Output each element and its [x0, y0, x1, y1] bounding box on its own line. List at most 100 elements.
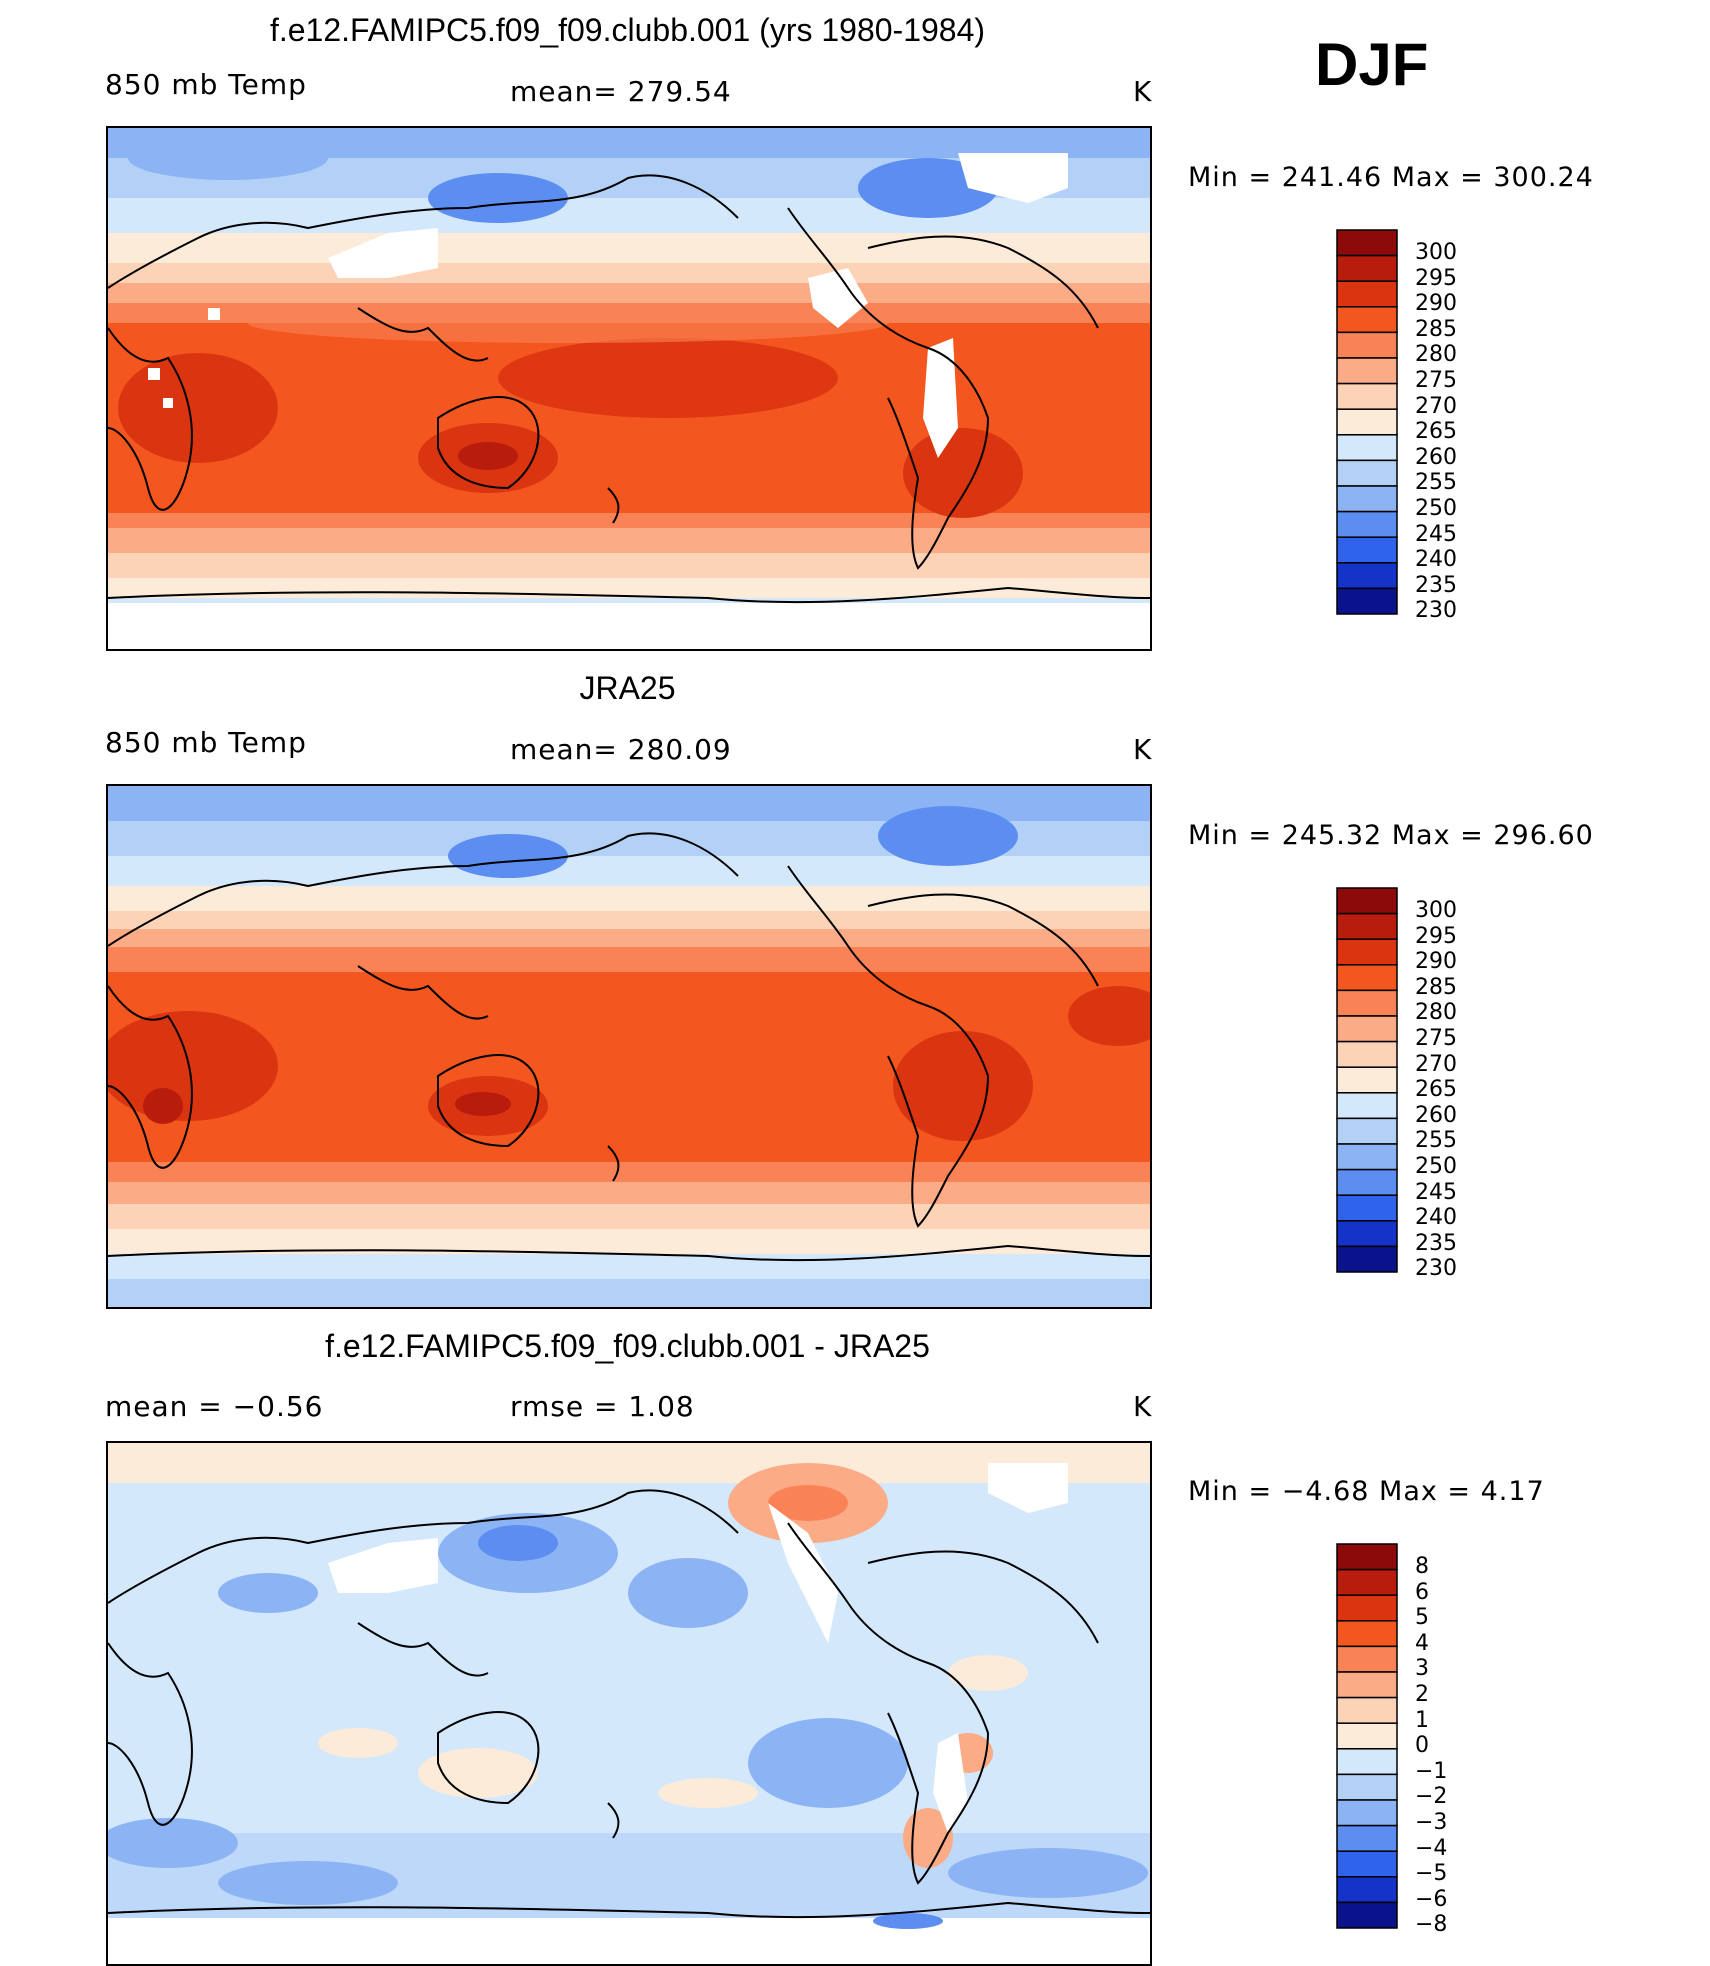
colorbar-swatch	[1336, 1543, 1398, 1571]
colorbar-swatch	[1336, 1824, 1398, 1852]
colorbar-tick-label: 270	[1415, 1051, 1457, 1077]
colorbar-tick-label: 265	[1415, 1077, 1457, 1103]
colorbar-swatch	[1336, 1092, 1398, 1120]
colorbar-swatch	[1336, 1748, 1398, 1776]
colorbar-swatch	[1336, 1850, 1398, 1878]
colorbar-swatch	[1336, 1594, 1398, 1622]
colorbar-tick-label: 230	[1415, 598, 1457, 624]
season-label: DJF	[1315, 31, 1429, 98]
colorbar-swatch	[1336, 1773, 1398, 1801]
colorbar-tick-label: 230	[1415, 1256, 1457, 1282]
colorbar-tick-label: 235	[1415, 572, 1457, 598]
panel2-units-label: K	[1133, 733, 1153, 766]
panel3-minmax: Min = −4.68 Max = 4.17	[1188, 1476, 1545, 1507]
colorbar-swatch	[1336, 254, 1398, 282]
colorbar-tick-label: 260	[1415, 444, 1457, 470]
panel2-title: JRA25	[579, 670, 676, 706]
colorbar-swatch	[1336, 1671, 1398, 1699]
colorbar-tick-label: 270	[1415, 393, 1457, 419]
colorbar-tick-label: 8	[1415, 1554, 1429, 1579]
colorbar-tick-label: 250	[1415, 496, 1457, 521]
colorbar-tick-label: 250	[1415, 1154, 1457, 1179]
colorbar-tick-label: 275	[1415, 1026, 1457, 1051]
colorbar-tick-label: 285	[1415, 974, 1457, 1000]
colorbar-tick-label: 5	[1415, 1605, 1429, 1631]
colorbar-swatch	[1336, 1168, 1398, 1196]
colorbar-swatch	[1336, 989, 1398, 1017]
colorbar-swatch	[1336, 485, 1398, 513]
panel3-map	[106, 1441, 1152, 1966]
colorbar-tick-label: 1	[1415, 1707, 1429, 1733]
colorbar-swatch	[1336, 1117, 1398, 1145]
panel1-mean-label: mean= 279.54	[510, 75, 732, 108]
colorbar-swatch	[1336, 887, 1398, 915]
colorbar-tick-label: 235	[1415, 1230, 1457, 1256]
colorbar-swatch	[1336, 280, 1398, 308]
colorbar-swatch	[1336, 1194, 1398, 1222]
colorbar-swatch	[1336, 1568, 1398, 1596]
colorbar-swatch	[1336, 1040, 1398, 1068]
colorbar-tick-label: 265	[1415, 419, 1457, 445]
colorbar-tick-label: 300	[1415, 240, 1457, 265]
colorbar-tick-label: 0	[1415, 1733, 1429, 1759]
colorbar-tick-label: 290	[1415, 291, 1457, 317]
colorbar-tick-label: 255	[1415, 1128, 1457, 1154]
panel1-variable-label: 850 mb Temp	[105, 68, 307, 101]
colorbar-tick-label: 300	[1415, 898, 1457, 923]
panel3-rmse-label: rmse = 1.08	[510, 1390, 695, 1423]
colorbar-swatch	[1336, 1015, 1398, 1043]
panel2-variable-label: 850 mb Temp	[105, 726, 307, 759]
colorbar-swatch	[1336, 510, 1398, 538]
colorbar-tick-label: −8	[1415, 1912, 1448, 1938]
colorbar-tick-label: 2	[1415, 1682, 1429, 1707]
colorbar-swatch	[1336, 306, 1398, 334]
colorbar-tick-label: 280	[1415, 342, 1457, 368]
colorbar-tick-label: −4	[1415, 1835, 1448, 1861]
colorbar-swatch	[1336, 1901, 1398, 1929]
panel2-colorbar: 300 295 290 285 280 275 270 265 260 255 250 245 240 2…	[1335, 886, 1475, 1298]
colorbar-swatch	[1336, 912, 1398, 940]
panel2-minmax: Min = 245.32 Max = 296.60	[1188, 820, 1594, 851]
colorbar-swatch	[1336, 357, 1398, 385]
colorbar-swatch	[1336, 1799, 1398, 1827]
colorbar-tick-label: 295	[1415, 265, 1457, 291]
colorbar-swatch	[1336, 434, 1398, 462]
colorbar-swatch	[1336, 1876, 1398, 1904]
colorbar-tick-label: 290	[1415, 949, 1457, 975]
colorbar-swatch	[1336, 1143, 1398, 1171]
colorbar-tick-label: 275	[1415, 368, 1457, 393]
colorbar-tick-label: 3	[1415, 1656, 1429, 1682]
colorbar-swatch	[1336, 1245, 1398, 1273]
colorbar-swatch	[1336, 1696, 1398, 1724]
colorbar-tick-label: −2	[1415, 1784, 1448, 1810]
panel3-colorbar: 8 6 5 4 3 2 1 0 −1 −2 −3 −4 −5 −6 −8	[1335, 1542, 1475, 1954]
colorbar-swatch	[1336, 536, 1398, 564]
colorbar-swatch	[1336, 938, 1398, 966]
colorbar-swatch	[1336, 1722, 1398, 1750]
colorbar-swatch	[1336, 408, 1398, 436]
colorbar-tick-label: −5	[1415, 1861, 1448, 1887]
colorbar-swatch	[1336, 562, 1398, 590]
colorbar-tick-label: 280	[1415, 1000, 1457, 1026]
panel1-title: f.e12.FAMIPC5.f09_f09.clubb.001 (yrs 198…	[269, 12, 986, 48]
colorbar-tick-label: 245	[1415, 521, 1457, 547]
colorbar-tick-label: 295	[1415, 923, 1457, 949]
panel1-minmax: Min = 241.46 Max = 300.24	[1188, 162, 1594, 193]
panel2-map	[106, 784, 1152, 1309]
colorbar-tick-label: 4	[1415, 1630, 1429, 1656]
colorbar-swatch	[1336, 331, 1398, 359]
colorbar-tick-label: −3	[1415, 1810, 1448, 1835]
colorbar-swatch	[1336, 382, 1398, 410]
colorbar-swatch	[1336, 1066, 1398, 1094]
colorbar-swatch	[1336, 1220, 1398, 1248]
colorbar-tick-label: 6	[1415, 1579, 1429, 1605]
colorbar-swatch	[1336, 964, 1398, 992]
colorbar-swatch	[1336, 459, 1398, 487]
colorbar-swatch	[1336, 1645, 1398, 1673]
panel1-colorbar: 300 295 290 285 280 275 270 265 260 255 250 245 240 2…	[1335, 228, 1475, 640]
panel3-units-label: K	[1133, 1390, 1153, 1423]
colorbar-tick-label: −1	[1415, 1758, 1448, 1784]
colorbar-tick-label: 245	[1415, 1179, 1457, 1205]
panel1-units-label: K	[1133, 75, 1153, 108]
colorbar-tick-label: 240	[1415, 547, 1457, 573]
